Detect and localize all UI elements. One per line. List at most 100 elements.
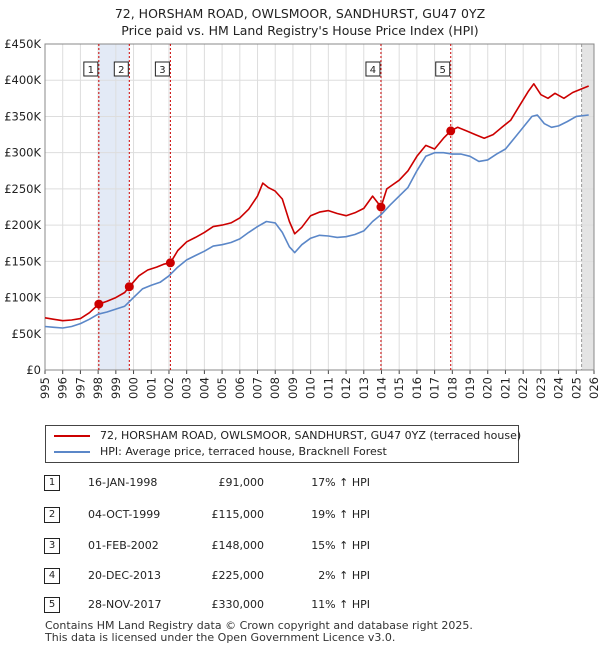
y-tick-label: £50K (12, 327, 42, 341)
x-tick-label: 2014 (374, 377, 388, 400)
plot-frame (44, 43, 595, 371)
legend-label-hpi: HPI: Average price, terraced house, Brac… (100, 445, 387, 458)
x-tick-label: 2016 (410, 377, 424, 400)
x-tick-label: 2015 (392, 377, 406, 400)
x-tick-label: 2011 (321, 377, 335, 400)
transaction-hpi: 17% ↑ HPI (311, 476, 370, 489)
event-label-box-5 (435, 61, 451, 77)
transaction-hpi: 19% ↑ HPI (311, 508, 370, 521)
x-tick-label: 2019 (463, 377, 477, 400)
x-tick-label: 2025 (569, 377, 583, 400)
transaction-number: 5 (44, 597, 60, 613)
event-label-3: 3 (159, 65, 165, 76)
x-tick-label: 1995 (38, 377, 52, 400)
event-label-box-2 (113, 61, 129, 77)
x-tick-label: 1996 (56, 377, 70, 400)
y-tick-label: £300K (4, 146, 41, 160)
transaction-hpi: 2% ↑ HPI (318, 569, 370, 582)
legend-swatch-blue (54, 451, 90, 453)
y-tick-label: £0 (26, 363, 41, 377)
x-tick-label: 1997 (73, 377, 87, 400)
x-tick-label: 2003 (180, 377, 194, 400)
y-tick-label: £250K (4, 182, 41, 196)
transaction-row: 3 01-FEB-2002 £148,000 15% ↑ HPI (0, 538, 600, 556)
transaction-date: 20-DEC-2013 (88, 569, 162, 582)
x-tick-label: 2026 (587, 377, 600, 400)
legend-item-hpi: HPI: Average price, terraced house, Brac… (54, 444, 387, 460)
event-band (98, 44, 130, 370)
x-tick-label: 2009 (286, 377, 300, 400)
transaction-hpi: 15% ↑ HPI (311, 539, 370, 552)
sale-point-2 (124, 282, 134, 292)
event-label-box-3 (154, 61, 170, 77)
event-label-1: 1 (88, 65, 94, 76)
x-tick-label: 2000 (127, 377, 141, 400)
footer: Contains HM Land Registry data © Crown c… (45, 620, 473, 644)
x-tick-label: 2021 (498, 377, 512, 400)
transaction-number: 4 (44, 568, 60, 584)
sale-point-1 (94, 299, 104, 309)
y-tick-label: £150K (4, 254, 41, 268)
legend-item-property: 72, HORSHAM ROAD, OWLSMOOR, SANDHURST, G… (54, 428, 521, 444)
x-tick-label: 2004 (197, 377, 211, 400)
transaction-date: 04-OCT-1999 (88, 508, 161, 521)
footer-license: This data is licensed under the Open Gov… (45, 631, 396, 644)
footer-copyright: Contains HM Land Registry data © Crown c… (45, 619, 473, 632)
legend-swatch-red (54, 435, 90, 437)
transaction-number: 2 (44, 507, 60, 523)
transaction-hpi: 11% ↑ HPI (311, 598, 370, 611)
event-label-box-1 (83, 61, 99, 77)
x-tick-label: 1999 (109, 377, 123, 400)
transaction-row: 4 20-DEC-2013 £225,000 2% ↑ HPI (0, 568, 600, 586)
x-tick-label: 2013 (357, 377, 371, 400)
plot-area (45, 44, 594, 370)
legend-label-property: 72, HORSHAM ROAD, OWLSMOOR, SANDHURST, G… (100, 429, 522, 442)
y-tick-label: £400K (4, 73, 41, 87)
y-tick-label: £200K (4, 218, 41, 232)
x-tick-label: 1998 (91, 377, 105, 400)
y-tick-label: £350K (4, 109, 41, 123)
transaction-number: 1 (44, 475, 60, 491)
transaction-date: 16-JAN-1998 (88, 476, 158, 489)
transaction-row: 1 16-JAN-1998 £91,000 17% ↑ HPI (0, 475, 600, 493)
price-chart: £0 £50K £100K £150K £200K £250K £300K £350K £400… (4, 37, 600, 400)
x-tick-label: 2010 (304, 377, 318, 400)
sale-point-3 (165, 258, 175, 268)
event-label-4: 4 (370, 65, 376, 76)
x-tick-label: 2005 (215, 377, 229, 400)
x-tick-label: 2001 (144, 377, 158, 400)
transaction-price: £330,000 (211, 598, 265, 611)
event-label-2: 2 (118, 65, 124, 76)
transaction-price: £91,000 (218, 476, 265, 489)
transaction-price: £115,000 (211, 508, 265, 521)
sale-point-4 (376, 202, 386, 212)
x-tick-label: 2017 (428, 377, 442, 400)
sale-point-5 (446, 126, 456, 136)
series-line-property (44, 83, 590, 322)
y-tick-label: £450K (4, 37, 41, 51)
x-tick-label: 2012 (339, 377, 353, 400)
event-label-box-4 (365, 61, 381, 77)
transaction-date: 28-NOV-2017 (88, 598, 162, 611)
transaction-row: 5 28-NOV-2017 £330,000 11% ↑ HPI (0, 597, 600, 615)
event-label-5: 5 (440, 65, 446, 76)
x-tick-label: 2006 (233, 377, 247, 400)
transaction-date: 01-FEB-2002 (88, 539, 159, 552)
x-tick-label: 2008 (268, 377, 282, 400)
transaction-price: £148,000 (211, 539, 265, 552)
x-tick-label: 2002 (162, 377, 176, 400)
legend: 72, HORSHAM ROAD, OWLSMOOR, SANDHURST, G… (45, 425, 521, 463)
series-line-hpi (44, 114, 589, 329)
x-tick-label: 2020 (481, 377, 495, 400)
transaction-number: 3 (44, 538, 60, 554)
y-tick-label: £100K (4, 291, 41, 305)
x-tick-label: 2024 (552, 377, 566, 400)
x-tick-label: 2023 (534, 377, 548, 400)
x-tick-label: 2022 (516, 377, 530, 400)
x-tick-label: 2007 (251, 377, 265, 400)
chart-title: 72, HORSHAM ROAD, OWLSMOOR, SANDHURST, G… (114, 6, 486, 21)
transaction-price: £225,000 (211, 569, 265, 582)
x-tick-label: 2018 (445, 377, 459, 400)
transaction-row: 2 04-OCT-1999 £115,000 19% ↑ HPI (0, 507, 600, 525)
forecast-shade (581, 44, 594, 370)
